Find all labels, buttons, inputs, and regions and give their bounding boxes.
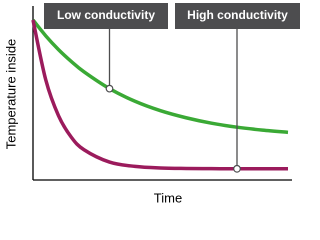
chart: Time Temperature inside Low conductivity… [3, 3, 300, 205]
y-axis-label: Temperature inside [3, 39, 18, 150]
annotation-text: High conductivity [187, 8, 288, 22]
page: {"chart_data": {"type": "line", "x_label… [3, 3, 300, 206]
x-axis-label: Time [154, 190, 182, 205]
annotation-box [175, 3, 300, 29]
point-marker [233, 164, 241, 173]
line-series [31, 18, 289, 135]
line-series [31, 19, 288, 171]
annotation-text: Low conductivity [57, 8, 155, 22]
annotation-box [44, 3, 168, 29]
point-marker [105, 84, 114, 93]
